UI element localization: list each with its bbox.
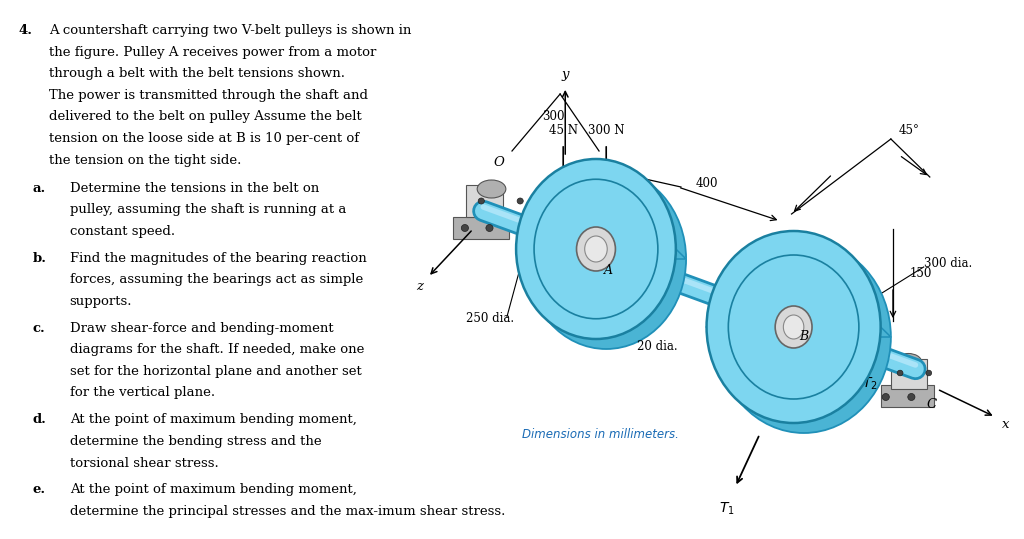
Text: 250 dia.: 250 dia. <box>466 313 514 326</box>
Text: Find the magnitudes of the bearing reaction: Find the magnitudes of the bearing react… <box>70 252 367 265</box>
Text: 45°: 45° <box>899 125 920 137</box>
Text: 300 N: 300 N <box>588 124 625 137</box>
Text: torsional shear stress.: torsional shear stress. <box>70 457 218 469</box>
Text: the tension on the tight side.: the tension on the tight side. <box>49 154 242 167</box>
Ellipse shape <box>477 180 506 198</box>
Text: 45 N: 45 N <box>549 124 578 137</box>
Text: constant speed.: constant speed. <box>70 225 175 238</box>
Ellipse shape <box>707 231 881 423</box>
FancyBboxPatch shape <box>891 359 927 389</box>
Circle shape <box>908 393 915 400</box>
Text: diagrams for the shaft. If needed, make one: diagrams for the shaft. If needed, make … <box>70 343 364 356</box>
Text: determine the principal stresses and the max-imum shear stress.: determine the principal stresses and the… <box>70 505 505 518</box>
Text: x: x <box>1001 418 1010 431</box>
Ellipse shape <box>585 236 607 262</box>
Text: Determine the tensions in the belt on: Determine the tensions in the belt on <box>70 182 318 195</box>
Text: At the point of maximum bending moment,: At the point of maximum bending moment, <box>70 413 356 426</box>
FancyBboxPatch shape <box>453 217 509 239</box>
Text: pulley, assuming the shaft is running at a: pulley, assuming the shaft is running at… <box>70 203 346 216</box>
Ellipse shape <box>577 227 615 271</box>
Text: c.: c. <box>33 322 45 335</box>
Text: The power is transmitted through the shaft and: The power is transmitted through the sha… <box>49 89 369 102</box>
Text: supports.: supports. <box>70 295 132 308</box>
Text: 400: 400 <box>695 177 718 190</box>
Text: O: O <box>494 156 504 169</box>
Text: B: B <box>800 330 808 343</box>
Circle shape <box>926 370 932 376</box>
Polygon shape <box>516 249 686 259</box>
Polygon shape <box>707 327 891 337</box>
Text: $T_1$: $T_1$ <box>719 501 735 517</box>
Ellipse shape <box>775 306 812 348</box>
Text: Dimensions in millimeters.: Dimensions in millimeters. <box>522 427 679 440</box>
Text: 300 dia.: 300 dia. <box>924 258 972 271</box>
Circle shape <box>883 393 889 400</box>
Circle shape <box>897 370 903 376</box>
Text: y: y <box>561 68 569 81</box>
Text: z: z <box>417 280 423 294</box>
Circle shape <box>517 198 523 204</box>
Ellipse shape <box>526 169 686 349</box>
Circle shape <box>478 198 484 204</box>
Ellipse shape <box>516 159 676 339</box>
FancyBboxPatch shape <box>881 385 934 407</box>
Text: for the vertical plane.: for the vertical plane. <box>70 386 215 399</box>
Ellipse shape <box>717 241 891 433</box>
Text: tension on the loose side at B is 10 per-cent of: tension on the loose side at B is 10 per… <box>49 132 359 145</box>
Ellipse shape <box>783 315 804 339</box>
Ellipse shape <box>895 354 922 370</box>
Text: A countershaft carrying two V-belt pulleys is shown in: A countershaft carrying two V-belt pulle… <box>49 24 412 37</box>
Text: b.: b. <box>33 252 47 265</box>
Text: $T_2$: $T_2$ <box>862 376 878 392</box>
Text: delivered to the belt on pulley Assume the belt: delivered to the belt on pulley Assume t… <box>49 110 361 123</box>
Circle shape <box>461 225 469 231</box>
Text: d.: d. <box>33 413 47 426</box>
Text: 300: 300 <box>542 110 564 123</box>
Text: 150: 150 <box>909 267 932 280</box>
Text: set for the horizontal plane and another set: set for the horizontal plane and another… <box>70 365 361 378</box>
Text: through a belt with the belt tensions shown.: through a belt with the belt tensions sh… <box>49 67 345 80</box>
Text: 4.: 4. <box>18 24 33 37</box>
Text: C: C <box>927 397 937 411</box>
Text: A: A <box>604 265 612 278</box>
Circle shape <box>486 225 494 231</box>
Text: Draw shear-force and bending-moment: Draw shear-force and bending-moment <box>70 322 333 335</box>
Text: the figure. Pulley A receives power from a motor: the figure. Pulley A receives power from… <box>49 46 377 59</box>
Text: At the point of maximum bending moment,: At the point of maximum bending moment, <box>70 483 356 496</box>
Text: forces, assuming the bearings act as simple: forces, assuming the bearings act as sim… <box>70 273 362 286</box>
Text: e.: e. <box>33 483 46 496</box>
FancyBboxPatch shape <box>466 185 503 217</box>
Text: a.: a. <box>33 182 46 195</box>
Text: 20 dia.: 20 dia. <box>637 341 678 354</box>
Text: determine the bending stress and the: determine the bending stress and the <box>70 435 322 448</box>
